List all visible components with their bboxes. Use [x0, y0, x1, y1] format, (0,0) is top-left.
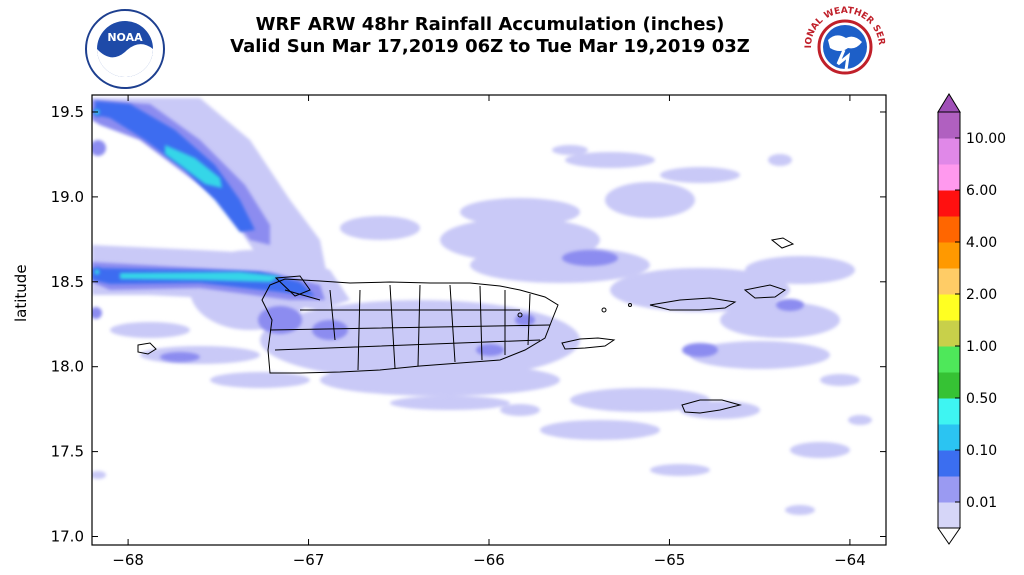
nws-logo: NATIONAL WEATHER SERVICE — [802, 4, 886, 88]
colorbar-segment — [938, 320, 960, 347]
colorbar-min-arrow — [937, 527, 961, 545]
svg-text:NOAA: NOAA — [107, 31, 143, 44]
colorbar-segment — [938, 138, 960, 165]
colorbar-segment — [938, 476, 960, 503]
colorbar-label: 0.10 — [966, 443, 997, 459]
y-tick-label: 17.5 — [51, 443, 84, 461]
colorbar-label: 1.00 — [966, 339, 997, 355]
colorbar-label: 0.01 — [966, 495, 997, 511]
y-tick-label: 17.0 — [51, 528, 84, 546]
noaa-logo: NOAA — [85, 9, 165, 89]
colorbar-segment — [938, 502, 960, 529]
x-tick-label: −68 — [112, 551, 144, 569]
title-line-2: Valid Sun Mar 17,2019 06Z to Tue Mar 19,… — [230, 36, 750, 57]
colorbar-label: 10.00 — [966, 131, 1006, 147]
colorbar-segment — [938, 268, 960, 295]
x-tick-label: −66 — [473, 551, 505, 569]
colorbar-segment — [938, 216, 960, 243]
precip-field — [92, 98, 872, 515]
x-axis: −68 −67 −66 −65 −64 — [112, 95, 866, 569]
colorbar-label: 4.00 — [966, 235, 997, 251]
colorbar-segment — [938, 242, 960, 269]
title-line-1: WRF ARW 48hr Rainfall Accumulation (inch… — [255, 14, 725, 35]
colorbar-segment — [938, 190, 960, 217]
colorbar-segment — [938, 164, 960, 191]
colorbar-label: 0.50 — [966, 391, 997, 407]
colorbar-label: 2.00 — [966, 287, 997, 303]
colorbar-label: 6.00 — [966, 183, 997, 199]
colorbar-segment — [938, 346, 960, 373]
y-tick-label: 18.5 — [51, 273, 84, 291]
x-tick-label: −67 — [293, 551, 325, 569]
y-tick-label: 19.5 — [51, 103, 84, 121]
colorbar-frame — [937, 111, 961, 529]
colorbar-max-arrow — [937, 93, 961, 113]
map-title: WRF ARW 48hr Rainfall Accumulation (inch… — [170, 14, 810, 58]
colorbar-segment — [938, 398, 960, 425]
colorbar-segment — [938, 424, 960, 451]
colorbar-segment — [938, 450, 960, 477]
colorbar-segment — [938, 372, 960, 399]
colorbar-segment — [938, 294, 960, 321]
colorbar: 0.01 0.10 0.50 1.00 2.00 4.00 6.00 10.00 — [937, 93, 1006, 545]
y-axis-label: latitude — [12, 264, 30, 322]
y-axis: 17.0 17.5 18.0 18.5 19.0 19.5 — [51, 103, 886, 546]
y-tick-label: 19.0 — [51, 188, 84, 206]
y-tick-label: 18.0 — [51, 358, 84, 376]
coastlines — [137, 237, 795, 414]
colorbar-segment — [938, 112, 960, 139]
x-tick-label: −65 — [654, 551, 686, 569]
x-tick-label: −64 — [834, 551, 866, 569]
